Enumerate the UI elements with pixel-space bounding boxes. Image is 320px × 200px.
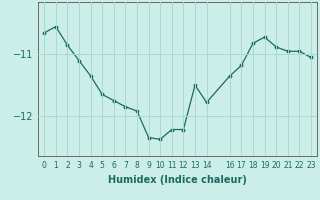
X-axis label: Humidex (Indice chaleur): Humidex (Indice chaleur) [108,175,247,185]
